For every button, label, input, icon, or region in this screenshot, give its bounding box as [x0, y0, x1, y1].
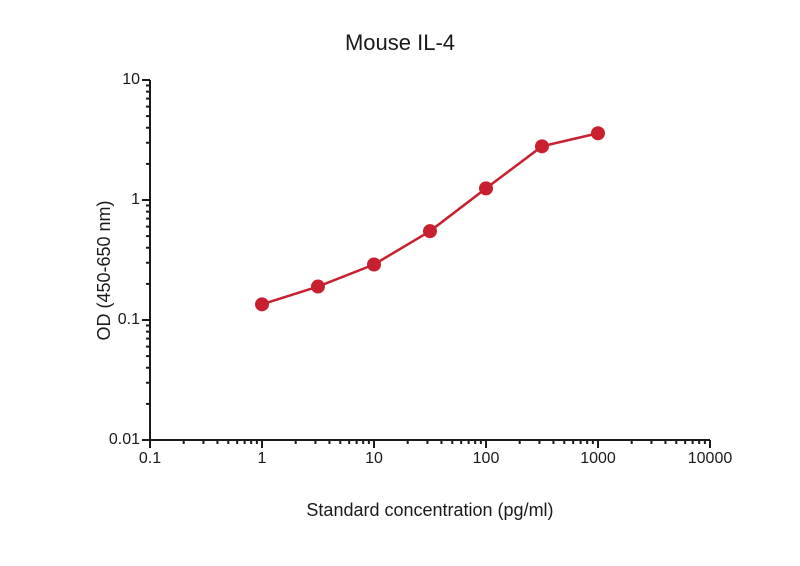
chart-title: Mouse IL-4 — [0, 30, 800, 56]
y-axis-label: OD (450-650 nm) — [94, 200, 115, 340]
chart-container: Mouse IL-4 OD (450-650 nm) Standard conc… — [0, 0, 800, 566]
x-tick-label: 10000 — [688, 450, 733, 468]
y-tick-label: 0.1 — [118, 311, 140, 329]
y-tick-label: 10 — [122, 71, 140, 89]
x-tick-label: 10 — [365, 450, 383, 468]
x-tick-label: 100 — [473, 450, 500, 468]
x-tick-label: 0.1 — [139, 450, 161, 468]
x-tick-label: 1000 — [580, 450, 616, 468]
x-tick-label: 1 — [258, 450, 267, 468]
plot-svg — [150, 80, 710, 440]
y-tick-label: 0.01 — [109, 431, 140, 449]
y-tick-label: 1 — [131, 191, 140, 209]
x-axis-label: Standard concentration (pg/ml) — [150, 500, 710, 521]
